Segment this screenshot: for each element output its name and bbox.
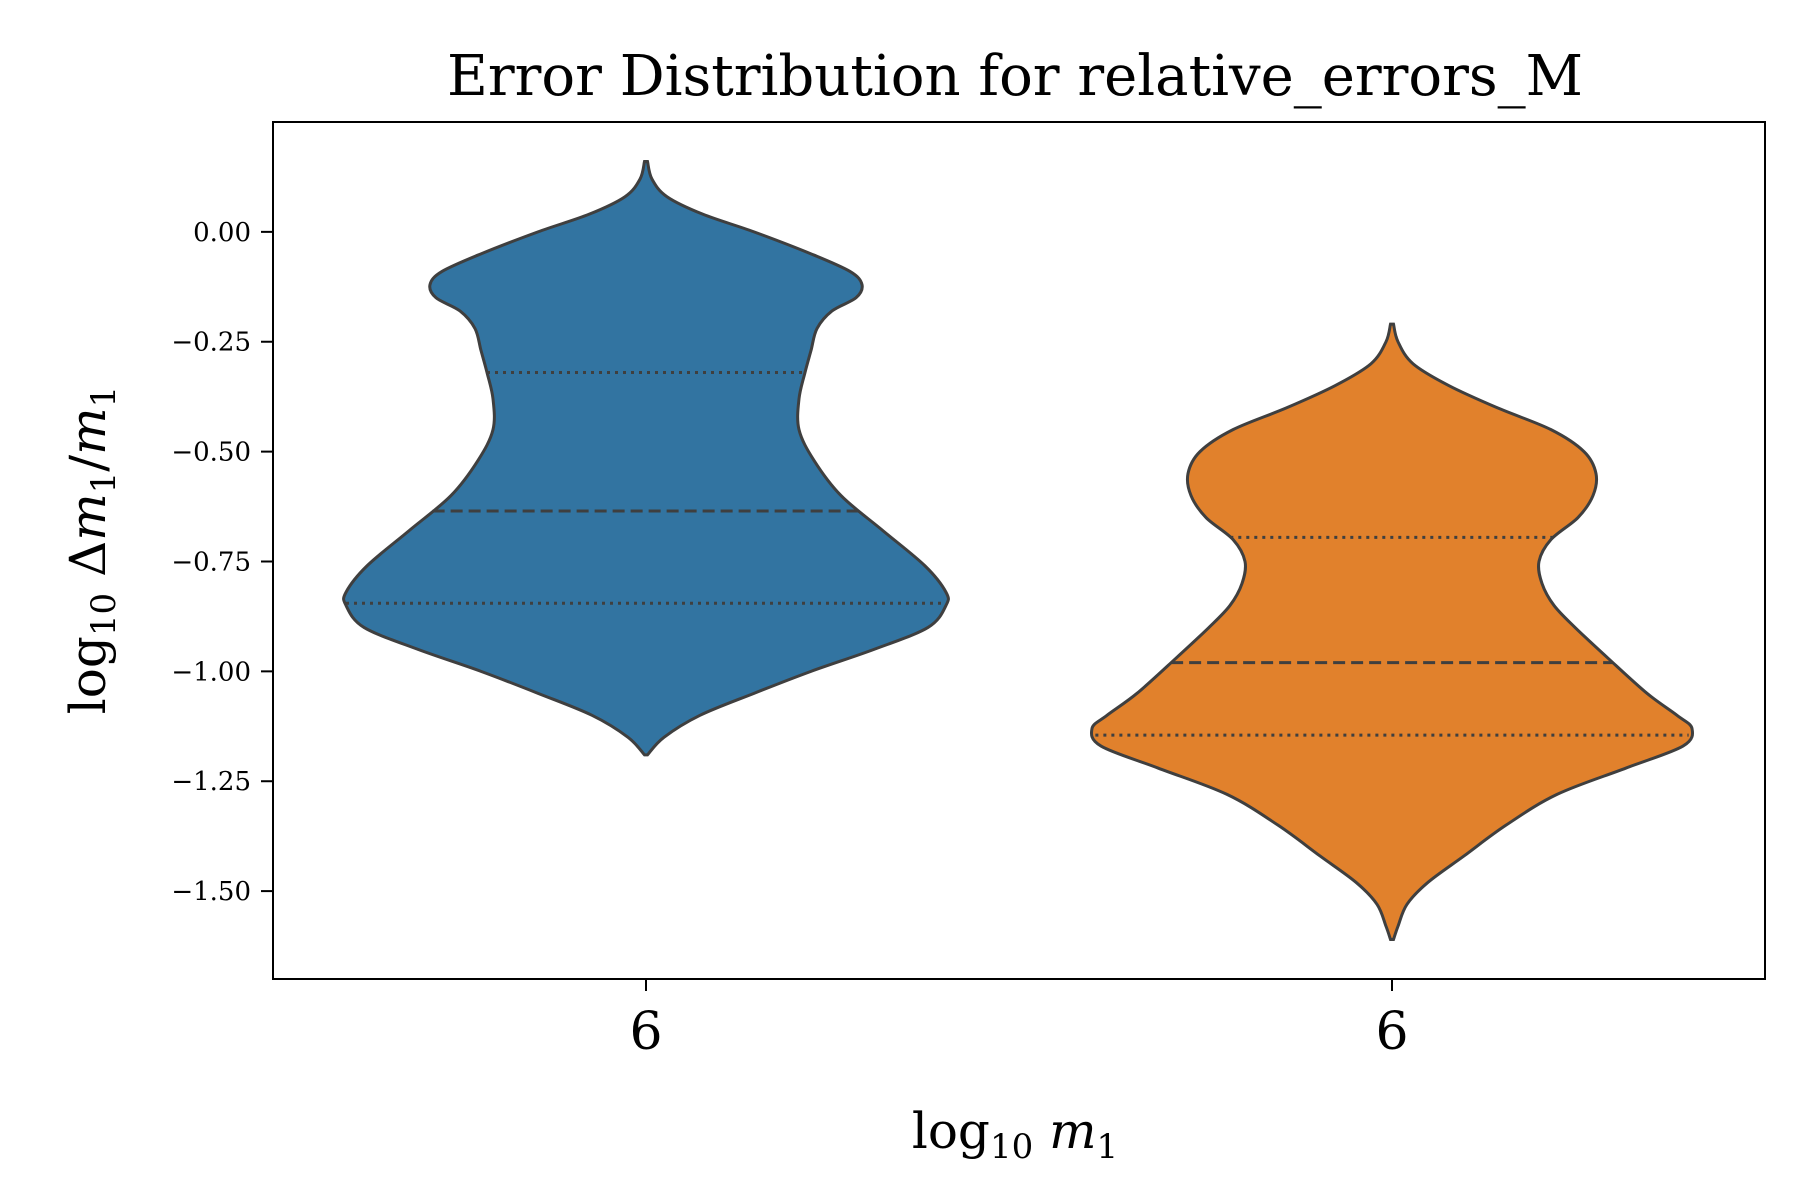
violin-body-2 — [1089, 322, 1695, 941]
y-tick-label: 0.00 — [193, 218, 251, 248]
y-axis-label: log10 Δm1/m1 — [59, 386, 124, 714]
violin-body-1 — [342, 160, 950, 757]
violins-group — [342, 160, 1695, 941]
y-tick-label: −1.50 — [171, 877, 251, 907]
y-tick-label: −1.00 — [171, 657, 251, 687]
x-tick-label: 6 — [629, 1002, 662, 1062]
x-tick-label: 6 — [1375, 1002, 1408, 1062]
y-axis: 0.00 −0.25 −0.50 −0.75 −1.00 −1.25 −1.50 — [171, 218, 273, 907]
y-tick-label: −0.75 — [171, 547, 251, 577]
y-tick-label: −1.25 — [171, 767, 251, 797]
plot-frame — [272, 121, 1766, 980]
y-tick-label: −0.50 — [171, 438, 251, 468]
x-axis-label: log10 m1 — [912, 1102, 1118, 1167]
y-tick-label: −0.25 — [171, 328, 251, 358]
chart-title: Error Distribution for relative_errors_M — [447, 44, 1583, 109]
